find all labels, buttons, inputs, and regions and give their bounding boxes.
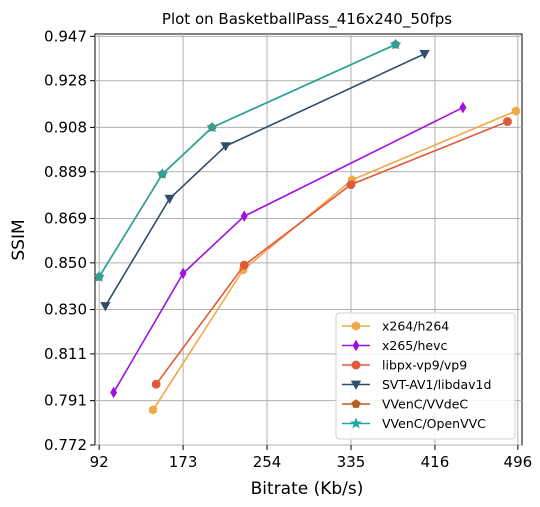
legend-marker — [351, 399, 361, 408]
data-point — [93, 270, 105, 282]
legend-item: x264/h264 — [342, 319, 449, 334]
legend-label: VVenC/OpenVVC — [382, 416, 486, 431]
x-tick-label: 496 — [504, 453, 533, 471]
series-line — [104, 53, 425, 307]
chart-title: Plot on BasketballPass_416x240_50fps — [162, 10, 452, 29]
y-tick-label: 0.928 — [44, 72, 87, 90]
x-axis-title: Bitrate (Kb/s) — [251, 479, 364, 499]
series-vvenc-openvvc — [93, 38, 402, 282]
series-layer — [93, 38, 520, 415]
y-tick-label: 0.908 — [44, 118, 87, 136]
series-line — [155, 120, 508, 385]
ticks: 92 173 254 335 416 496 0.772 0.791 0.811 0.830 0.8… — [44, 27, 532, 471]
legend-item: VVenC/OpenVVC — [342, 416, 486, 431]
data-point — [419, 49, 430, 60]
data-point — [151, 379, 161, 389]
legend-item: VVenC/VVdeC — [342, 397, 468, 412]
legend-item: x265/hevc — [342, 338, 447, 353]
y-tick-label: 0.889 — [44, 163, 87, 181]
legend-marker — [350, 380, 362, 390]
y-tick-label: 0.791 — [44, 392, 87, 410]
data-point — [100, 302, 111, 312]
x-tick-label: 173 — [169, 453, 198, 471]
y-tick-label: 0.850 — [44, 254, 87, 272]
legend-label: x264/h264 — [382, 319, 449, 334]
data-point — [206, 121, 218, 133]
legend-label: libpx-vp9/vp9 — [382, 358, 467, 373]
legend-box — [335, 312, 516, 440]
y-tick-label: 0.811 — [44, 345, 87, 363]
data-point — [346, 180, 356, 189]
data-point — [459, 101, 467, 114]
y-tick-label: 0.772 — [44, 436, 87, 454]
data-point — [179, 267, 187, 280]
data-point — [240, 210, 248, 222]
y-tick-label: 0.947 — [44, 27, 87, 45]
legend-marker — [352, 339, 360, 352]
y-axis-title: SSIM — [9, 219, 29, 260]
data-point — [148, 405, 158, 415]
data-point — [503, 117, 512, 126]
data-point — [110, 386, 118, 399]
x-tick-label: 92 — [90, 453, 109, 471]
legend-label: SVT-AV1/libdav1d — [382, 377, 491, 392]
series-line — [98, 43, 396, 278]
y-tick-label: 0.830 — [44, 301, 87, 319]
series-line — [112, 106, 464, 393]
x-tick-label: 335 — [337, 453, 366, 471]
series-svt-av1-libdav1d — [100, 49, 430, 312]
data-point — [156, 167, 169, 180]
x-tick-label: 254 — [253, 453, 282, 471]
x-tick-label: 416 — [421, 453, 450, 471]
legend-label: x265/hevc — [382, 338, 447, 353]
data-point — [220, 142, 231, 152]
series-libpx-vp9-vp9 — [151, 117, 512, 389]
legend-label: VVenC/VVdeC — [382, 397, 468, 412]
data-point — [389, 38, 402, 50]
legend: x264/h264 x265/hevc libpx-vp9/vp9 SVT-AV1/l… — [335, 312, 516, 440]
series-x265-hevc — [110, 101, 467, 399]
data-point — [164, 194, 175, 204]
data-point — [511, 106, 520, 116]
series-vvenc-vvdec — [94, 39, 401, 281]
legend-item: SVT-AV1/libdav1d — [342, 377, 491, 392]
legend-marker — [350, 417, 362, 429]
legend-marker — [351, 321, 361, 331]
data-point — [239, 260, 249, 270]
legend-marker — [351, 360, 361, 370]
y-tick-label: 0.869 — [44, 209, 87, 227]
legend-item: libpx-vp9/vp9 — [342, 358, 467, 373]
